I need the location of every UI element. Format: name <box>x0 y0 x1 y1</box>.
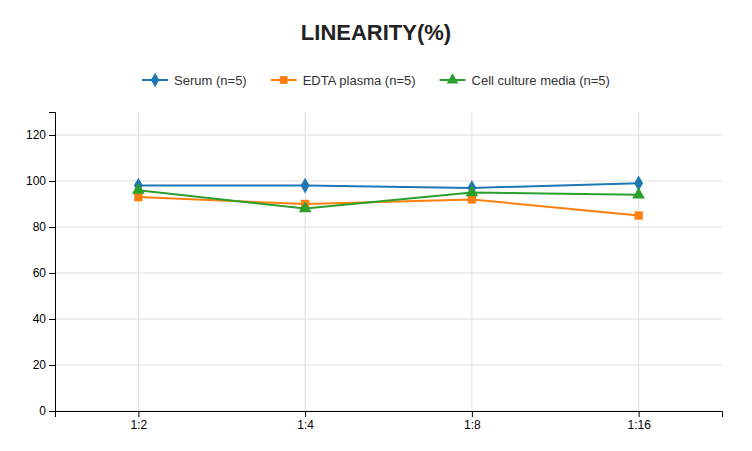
legend-label: EDTA plasma (n=5) <box>303 73 416 88</box>
tick-label: 1:4 <box>297 418 314 432</box>
tick-label: 60 <box>33 266 47 280</box>
legend-item: Cell culture media (n=5) <box>440 73 610 88</box>
tick: 20 <box>33 358 55 372</box>
tick-mark <box>639 411 640 417</box>
tick-label: 100 <box>26 174 46 188</box>
plot: 0 20 40 60 80 100 120 1:2 1:4 1:8 1:16 <box>26 112 723 432</box>
tick-label: 0 <box>39 404 46 418</box>
marker <box>634 211 642 219</box>
marker <box>134 193 142 201</box>
tick-label: 1:8 <box>464 418 481 432</box>
marker <box>468 195 476 203</box>
tick-label: 20 <box>33 358 47 372</box>
tick: 100 <box>26 174 55 188</box>
grid-line <box>55 135 722 136</box>
grid-line <box>305 112 306 411</box>
legend-marker <box>280 76 288 84</box>
grid <box>55 112 722 411</box>
legend-label: Cell culture media (n=5) <box>472 73 610 88</box>
tick-mark <box>49 135 55 136</box>
x-axis: 1:2 1:4 1:8 1:16 <box>56 411 723 432</box>
series <box>134 193 643 220</box>
series-group <box>132 176 645 220</box>
legend: Serum (n=5) EDTA plasma (n=5) Cell culture… <box>142 73 610 88</box>
tick-mark <box>49 227 55 228</box>
tick: 0 <box>39 404 55 418</box>
tick: 120 <box>26 128 55 142</box>
tick-mark <box>138 411 139 417</box>
marker <box>632 187 645 198</box>
grid-line <box>55 273 722 274</box>
grid-line <box>471 112 472 411</box>
grid-line <box>55 319 722 320</box>
tick: 60 <box>33 266 55 280</box>
tick-label: 40 <box>33 312 47 326</box>
tick-mark <box>305 411 306 417</box>
tick-label: 120 <box>26 128 46 142</box>
tick-mark <box>49 411 55 412</box>
series <box>134 176 643 196</box>
tick-label: 1:16 <box>627 418 651 432</box>
tick: 80 <box>33 220 55 234</box>
tick-mark <box>49 273 55 274</box>
grid-line <box>138 112 139 411</box>
tick-label: 1:2 <box>131 418 148 432</box>
legend-marker <box>447 73 459 83</box>
grid-line <box>55 181 722 182</box>
line <box>138 183 638 188</box>
series <box>132 183 645 212</box>
tick: 1:4 <box>297 411 314 432</box>
tick-mark <box>49 319 55 320</box>
legend-label: Serum (n=5) <box>174 73 247 88</box>
marker <box>466 185 479 196</box>
axis-line <box>49 113 56 412</box>
grid-line <box>55 227 722 228</box>
tick-mark <box>49 181 55 182</box>
tick-mark <box>49 365 55 366</box>
tick-label: 80 <box>33 220 47 234</box>
tick: 1:2 <box>131 411 148 432</box>
marker <box>299 201 312 212</box>
line <box>138 190 638 208</box>
grid-line <box>638 112 639 411</box>
grid-line <box>55 365 722 366</box>
chart: LINEARITY(%) 0 20 40 60 80 100 120 1:2 1:4 1:8 1:16… <box>0 0 752 451</box>
axis-line <box>56 412 723 418</box>
legend-item: Serum (n=5) <box>142 73 247 88</box>
tick: 1:8 <box>464 411 481 432</box>
y-axis: 0 20 40 60 80 100 120 <box>26 113 56 419</box>
tick: 40 <box>33 312 55 326</box>
marker <box>132 183 145 194</box>
legend-marker <box>151 73 159 87</box>
tick: 1:16 <box>627 411 651 432</box>
marker <box>301 178 310 194</box>
tick-mark <box>472 411 473 417</box>
title: LINEARITY(%) <box>301 20 451 45</box>
legend-item: EDTA plasma (n=5) <box>271 73 416 88</box>
